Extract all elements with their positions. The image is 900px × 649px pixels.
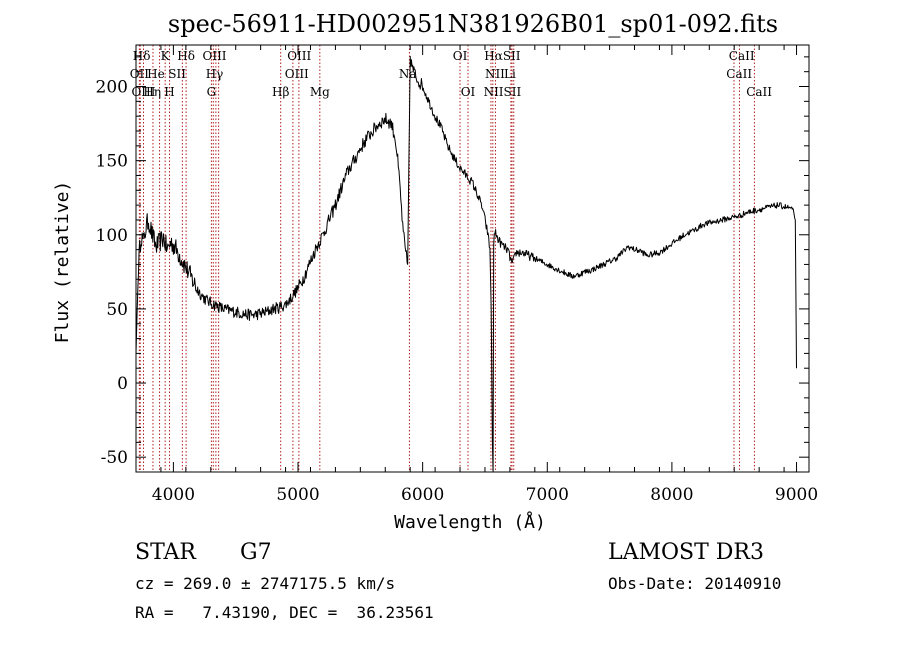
object-subclass: G7 <box>240 540 272 565</box>
line-label: Hγ <box>206 67 224 81</box>
spectrum-line <box>135 55 797 473</box>
line-label: HαSII <box>484 49 521 63</box>
line-label: NIISII <box>484 85 522 99</box>
spectrum-series <box>135 55 797 473</box>
line-label: Mg <box>310 85 330 99</box>
y-tick-label: 50 <box>106 300 128 320</box>
redshift-text: cz = 269.0 ± 2747175.5 km/s <box>135 574 396 593</box>
line-label: CaII <box>726 67 752 81</box>
y-tick-label: 200 <box>96 78 128 98</box>
line-label: OIII <box>287 49 311 63</box>
line-label: K <box>161 49 171 63</box>
line-label: Na <box>399 67 417 81</box>
line-label: Hη <box>143 85 161 99</box>
y-tick-label: -50 <box>101 448 128 468</box>
x-axis-label: Wavelength (Å) <box>394 511 546 533</box>
line-label: Hβ <box>272 85 289 99</box>
x-tick-label: 9000 <box>775 485 818 505</box>
x-tick-label: 5000 <box>276 485 319 505</box>
plot-frame <box>135 44 810 473</box>
line-label: Hδ <box>177 49 195 63</box>
line-label: H <box>164 85 174 99</box>
chart-title: spec-56911-HD002951N381926B01_sp01-092.f… <box>168 10 778 38</box>
coordinates-text: RA = 7.43190, DEC = 36.23561 <box>135 603 434 622</box>
line-label: OI <box>461 85 476 99</box>
y-axis-ticks: -50 0 50 100 150 200 <box>96 56 809 473</box>
line-label: OII <box>130 67 150 81</box>
y-tick-label: 100 <box>96 226 128 246</box>
line-label: CaII <box>746 85 772 99</box>
y-tick-label: 0 <box>117 374 128 394</box>
line-label: CaII <box>729 49 755 63</box>
emission-line-markers <box>138 45 755 472</box>
line-label: OIII <box>131 85 155 99</box>
y-axis-label: Flux (relative) <box>52 181 73 344</box>
line-label: NII <box>485 67 505 81</box>
line-label: OI <box>453 49 468 63</box>
x-tick-label: 6000 <box>401 485 444 505</box>
line-label: G <box>207 85 217 99</box>
obs-date-text: Obs-Date: 20140910 <box>608 574 782 593</box>
line-label: Hδ <box>133 49 151 63</box>
line-label: OIII <box>285 67 309 81</box>
object-class: STAR <box>135 540 196 565</box>
x-tick-label: 8000 <box>650 485 693 505</box>
line-label: He <box>147 67 165 81</box>
line-label: SII <box>168 67 186 81</box>
x-tick-label: 4000 <box>152 485 195 505</box>
y-tick-label: 150 <box>96 152 128 172</box>
x-tick-label: 7000 <box>526 485 569 505</box>
spectrum-chart: spec-56911-HD002951N381926B01_sp01-092.f… <box>52 10 818 533</box>
survey-name: LAMOST DR3 <box>608 540 764 565</box>
line-label: Li <box>504 67 516 81</box>
x-axis-ticks: 4000 5000 6000 7000 8000 9000 <box>135 45 818 505</box>
line-label: OIII <box>202 49 226 63</box>
